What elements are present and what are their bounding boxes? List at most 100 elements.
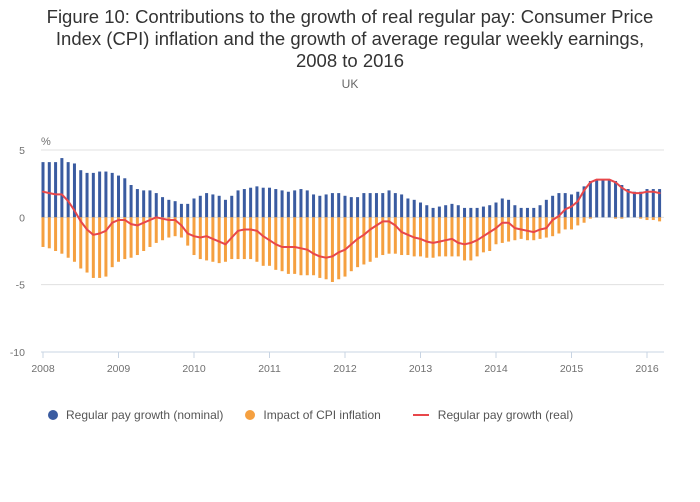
bar-nominal — [582, 186, 586, 218]
bar-cpi — [268, 217, 271, 266]
chart-title-line-3: 2008 to 2016 — [295, 50, 405, 71]
bar-nominal — [532, 207, 536, 218]
bar-cpi — [217, 217, 221, 264]
bar-cpi — [381, 217, 385, 256]
bar-cpi — [186, 217, 190, 246]
bar-cpi — [299, 217, 303, 276]
x-tick-label: 2011 — [258, 363, 281, 375]
bar-nominal — [337, 193, 341, 218]
bar-nominal — [500, 198, 504, 218]
bar-cpi — [148, 217, 152, 247]
bar-cpi — [538, 217, 542, 239]
bar-cpi — [236, 217, 240, 260]
bar-nominal — [211, 194, 215, 218]
bar-nominal — [488, 205, 492, 218]
bar-nominal — [475, 207, 479, 218]
bar-cpi — [167, 217, 171, 238]
bar-cpi — [343, 217, 347, 277]
bar-nominal — [349, 197, 353, 218]
bar-cpi — [142, 217, 146, 251]
bar-cpi — [525, 217, 529, 241]
bar-cpi — [173, 217, 177, 237]
bar-cpi — [337, 217, 341, 280]
bar-nominal — [85, 172, 89, 218]
bar-nominal — [236, 190, 240, 218]
bar-nominal — [607, 179, 611, 218]
bar-cpi — [507, 217, 511, 242]
bar-nominal — [305, 190, 309, 218]
legend-item-real[interactable]: Regular pay growth (real) — [412, 408, 574, 422]
bar-nominal — [318, 195, 322, 218]
bar-nominal — [249, 187, 253, 218]
y-axis-labels: 5 0 -5 -10 — [10, 145, 25, 359]
bar-cpi — [437, 217, 441, 257]
bar-cpi — [588, 217, 592, 219]
bar-nominal — [261, 187, 265, 218]
bar-cpi — [255, 217, 259, 262]
bar-nominal — [614, 180, 618, 218]
legend-label-real: Regular pay growth (real) — [437, 408, 574, 422]
bar-nominal — [129, 185, 133, 218]
bar-nominal — [620, 185, 624, 218]
bar-nominal — [563, 193, 567, 218]
y-tick-label: 5 — [19, 145, 25, 157]
bar-nominal — [632, 191, 636, 218]
legend-label-nominal: Regular pay growth (nominal) — [66, 408, 224, 422]
bar-cpi — [135, 217, 139, 256]
bar-nominal — [293, 190, 297, 218]
bar-cpi — [318, 217, 322, 278]
bar-nominal — [117, 175, 120, 218]
bar-nominal — [507, 199, 511, 218]
bar-nominal — [588, 180, 592, 218]
bar-nominal — [431, 207, 435, 218]
bar-cpi — [551, 217, 555, 237]
bar-nominal — [368, 193, 372, 218]
bar-nominal — [54, 162, 58, 218]
bar-cpi — [60, 217, 64, 254]
bar-nominal — [557, 193, 561, 218]
series-cpi-bars — [41, 217, 662, 282]
bar-nominal — [312, 194, 316, 218]
bar-cpi — [305, 217, 309, 276]
bar-nominal — [242, 189, 246, 218]
bar-nominal — [538, 205, 542, 218]
bar-nominal — [658, 189, 662, 218]
bar-cpi — [362, 217, 366, 265]
bar-cpi — [330, 217, 334, 282]
bar-nominal — [425, 205, 429, 218]
legend-item-cpi[interactable]: Impact of CPI inflation — [245, 408, 381, 422]
legend-dot-cpi-icon — [245, 410, 256, 420]
bar-nominal — [268, 187, 271, 218]
bar-nominal — [192, 198, 196, 218]
bar-nominal — [494, 202, 498, 218]
bar-cpi — [79, 217, 83, 269]
bar-cpi — [110, 217, 114, 268]
bar-cpi — [41, 217, 45, 247]
bar-cpi — [393, 217, 397, 254]
y-tick-label: -5 — [16, 280, 25, 292]
bar-cpi — [179, 217, 183, 238]
bar-cpi — [532, 217, 536, 241]
bar-cpi — [494, 217, 498, 245]
bar-nominal — [651, 189, 655, 218]
x-tick-label: 2012 — [333, 363, 357, 375]
bar-cpi — [242, 217, 246, 260]
bar-cpi — [356, 217, 360, 268]
series-real-line — [42, 178, 661, 259]
bar-nominal — [148, 190, 152, 218]
bar-nominal — [286, 191, 290, 218]
bar-cpi — [293, 217, 297, 274]
bar-nominal — [374, 193, 378, 218]
bar-cpi — [450, 217, 454, 257]
bar-cpi — [129, 217, 133, 258]
bar-nominal — [223, 199, 227, 218]
bar-nominal — [91, 172, 95, 218]
legend-item-nominal[interactable]: Regular pay growth (nominal) — [48, 408, 223, 422]
bar-cpi — [419, 217, 422, 257]
bar-nominal — [406, 198, 410, 218]
x-tick-label: 2014 — [484, 363, 508, 375]
bar-nominal — [456, 205, 460, 218]
bar-cpi — [223, 217, 227, 262]
x-tick-label: 2008 — [31, 363, 55, 375]
legend-dot-nominal-icon — [48, 410, 58, 420]
